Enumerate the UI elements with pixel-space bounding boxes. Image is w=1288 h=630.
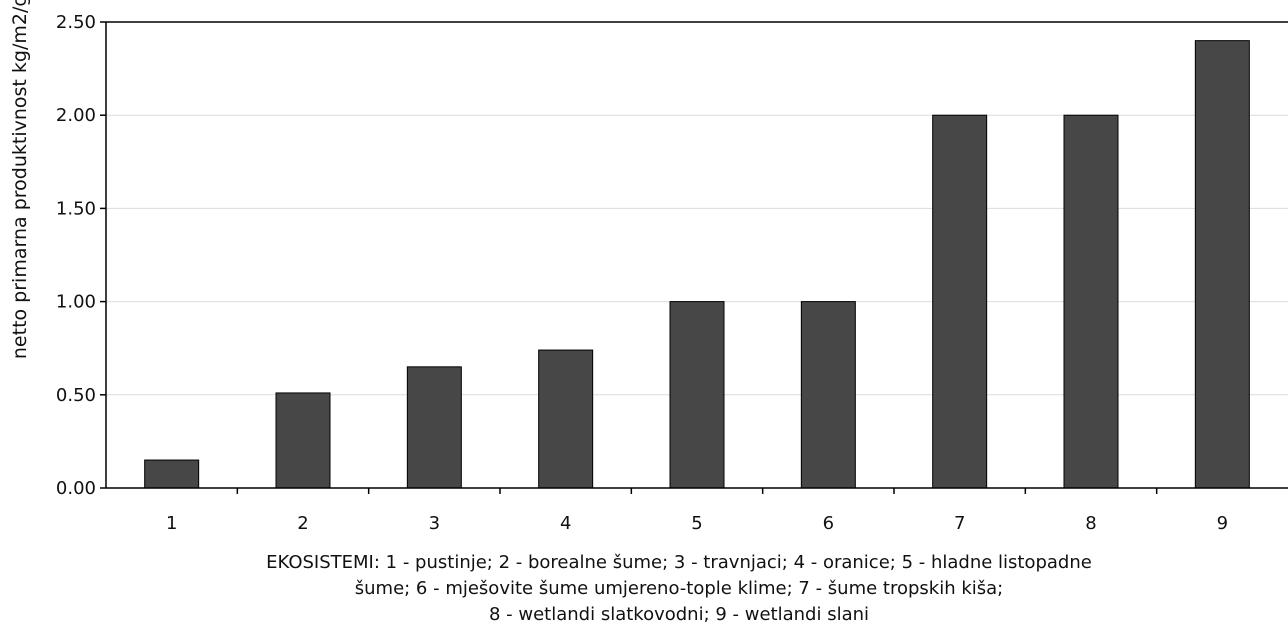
- bar: [406, 366, 462, 489]
- bar: [144, 459, 200, 489]
- bar: [932, 114, 988, 489]
- x-tick-label: 5: [691, 513, 702, 534]
- x-tick-label: 1: [166, 513, 177, 534]
- bars: [144, 40, 1250, 489]
- x-tick-label: 3: [429, 513, 440, 534]
- bar-chart: 0.00 0.50 1.00 1.50 2.00 2.50 1 2 3 4 5 6 7 8 9 netto…: [9, 0, 1288, 534]
- x-tick-label: 2: [297, 513, 308, 534]
- bar: [1194, 40, 1250, 489]
- caption-line-2: šume; 6 - mješovite šume umjereno-tople …: [354, 578, 1004, 599]
- y-tick-label: 2.50: [56, 12, 96, 33]
- x-tick-label: 4: [560, 513, 571, 534]
- caption-line-1: EKOSISTEMI: 1 - pustinje; 2 - borealne š…: [266, 552, 1092, 573]
- y-tick-label: 0.00: [56, 478, 96, 499]
- x-tick-label: 7: [954, 513, 965, 534]
- bar: [800, 301, 856, 489]
- x-tick-label: 6: [823, 513, 834, 534]
- caption-line-3: 8 - wetlandi slatkovodni; 9 - wetlandi s…: [488, 604, 870, 625]
- x-tick-label: 9: [1217, 513, 1228, 534]
- bar: [669, 301, 725, 489]
- y-tick-labels: 0.00 0.50 1.00 1.50 2.00 2.50: [56, 12, 106, 499]
- y-axis-label: netto primarna produktivnost kg/m2/god: [9, 0, 31, 359]
- y-tick-label: 1.50: [56, 198, 96, 219]
- y-tick-label: 0.50: [56, 385, 96, 406]
- y-tick-label: 1.00: [56, 292, 96, 313]
- bar: [275, 392, 331, 489]
- x-tick-label: 8: [1085, 513, 1096, 534]
- bar: [1063, 114, 1119, 489]
- bar: [538, 349, 594, 489]
- x-tick-labels: 1 2 3 4 5 6 7 8 9: [166, 488, 1228, 534]
- axes: [105, 21, 1288, 489]
- y-tick-label: 2.00: [56, 105, 96, 126]
